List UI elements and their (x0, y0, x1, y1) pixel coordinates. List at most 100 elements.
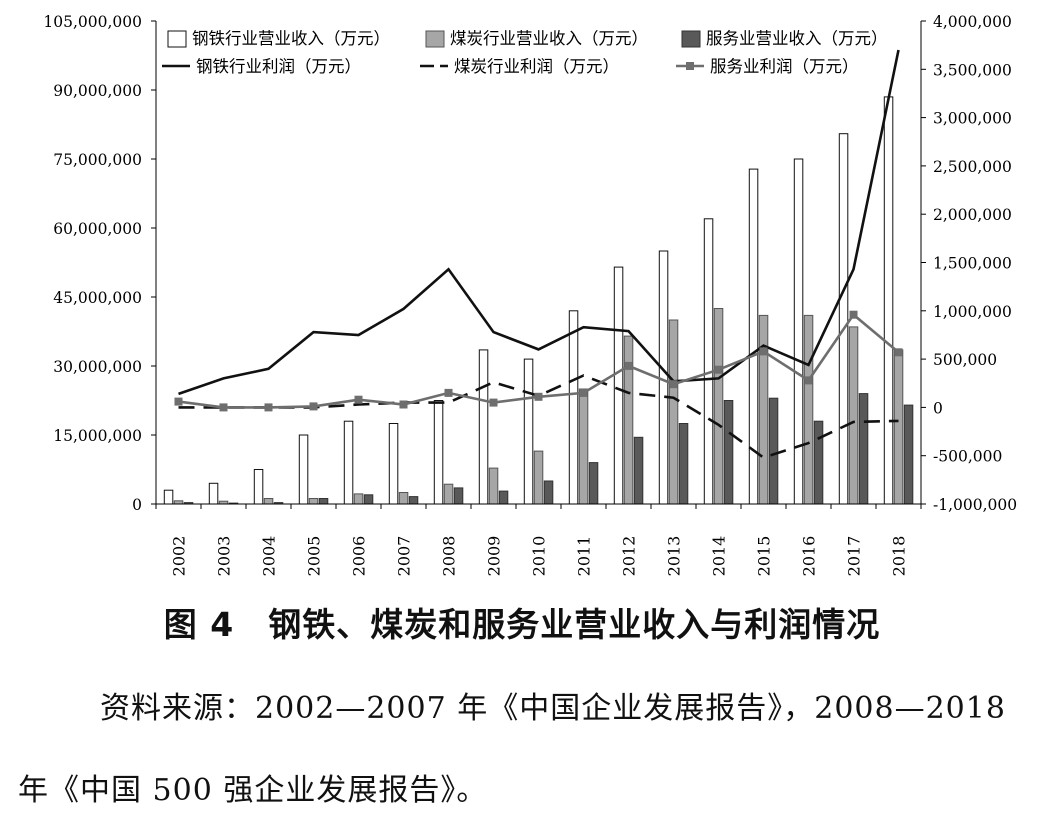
bar-3-2017 (858, 393, 869, 505)
y-tick-label-left: 60,000,000 (53, 220, 142, 238)
bar-3-2014 (723, 400, 734, 505)
y-tick-label-right: 3,500,000 (933, 61, 1012, 79)
bar-1-2006 (343, 420, 354, 505)
bar-1-2002 (163, 489, 174, 505)
bar-3-2011 (588, 462, 599, 505)
bar-3-2015 (768, 397, 779, 505)
line-marker-2006 (354, 395, 363, 404)
x-tick-label: 2018 (890, 536, 909, 577)
line-marker-2014 (714, 365, 723, 374)
x-tick-label: 2015 (755, 536, 774, 577)
x-tick-label: 2013 (665, 536, 684, 577)
legend-label-line-2: 煤炭行业利润（万元） (454, 57, 619, 76)
y-tick-label-left: 0 (132, 496, 142, 514)
y-tick-label-right: 1,500,000 (933, 255, 1012, 273)
bars-layer (163, 96, 914, 505)
legend-label-line-1: 钢铁行业利润（万元） (196, 57, 361, 76)
bar-3-2016 (813, 420, 824, 505)
x-tick-label: 2008 (440, 536, 459, 577)
bar-3-2013 (678, 423, 689, 505)
x-tick-label: 2011 (575, 536, 594, 577)
bar-1-2013 (658, 250, 669, 505)
bar-3-2006 (363, 494, 374, 505)
y-tick-label-right: -1,000,000 (933, 496, 1017, 514)
line-marker-2008 (444, 388, 453, 397)
y-tick-label-left: 30,000,000 (53, 358, 142, 376)
y-tick-label-right: 2,000,000 (933, 206, 1012, 224)
line-marker-2017 (849, 310, 858, 319)
bar-2-2008 (443, 483, 454, 505)
bar-2-2012 (623, 335, 634, 505)
bar-3-2007 (408, 496, 419, 505)
x-tick-label: 2003 (215, 536, 234, 577)
y-tick-label-left: 105,000,000 (43, 13, 142, 31)
line-marker-2007 (399, 400, 408, 409)
y-tick-label-left: 15,000,000 (53, 427, 142, 445)
chart: 0 15,000,000 30,000,000 45,000,000 60,000,00… (43, 13, 1017, 576)
y-tick-label-right: 500,000 (933, 351, 997, 369)
bar-3-2010 (543, 480, 554, 505)
y-tick-label-left: 75,000,000 (53, 151, 142, 169)
legend-label-1: 钢铁行业营业收入（万元） (192, 29, 390, 48)
x-tick-label: 2004 (260, 536, 279, 577)
bar-1-2017 (838, 133, 849, 505)
bar-1-2014 (703, 218, 714, 505)
figure-caption: 图 4 钢铁、煤炭和服务业营业收入与利润情况 (163, 605, 881, 644)
bar-1-2008 (433, 400, 444, 505)
y-tick-label-right: 3,000,000 (933, 110, 1012, 128)
bar-3-2009 (498, 490, 509, 505)
bar-2-2009 (488, 467, 499, 505)
bar-3-2008 (453, 487, 464, 505)
bar-2-2007 (398, 492, 409, 505)
bar-1-2007 (388, 423, 399, 505)
line-marker-2003 (219, 403, 228, 412)
bar-2-2013 (668, 319, 679, 505)
bar-1-2016 (793, 158, 804, 505)
bar-1-2010 (523, 358, 534, 505)
y-tick-label-right: 2,500,000 (933, 158, 1012, 176)
bar-3-2012 (633, 436, 644, 505)
line-marker-2002 (174, 397, 183, 406)
legend: 钢铁行业营业收入（万元） 煤炭行业营业收入（万元） 服务业营业收入（万元） 钢铁行业利… (162, 29, 888, 76)
source-note: 资料来源：2002—2007 年《中国企业发展报告》，2008—2018 年《中… (18, 691, 1006, 808)
bar-1-2018 (883, 96, 894, 505)
x-tick-label: 2017 (845, 536, 864, 577)
line-marker-2016 (804, 376, 813, 385)
legend-label-3: 服务业营业收入（万元） (706, 29, 888, 48)
line-marker-2013 (669, 380, 678, 389)
line-marker-2012 (624, 361, 633, 370)
line-series-1 (178, 49, 900, 396)
bar-1-2003 (208, 482, 219, 505)
x-tick-label: 2010 (530, 536, 549, 577)
bar-3-2005 (318, 498, 329, 505)
bar-2-2014 (713, 308, 724, 505)
line-marker-2018 (894, 348, 903, 357)
line-marker-2015 (759, 347, 768, 356)
bar-1-2012 (613, 266, 624, 505)
legend-swatch-2 (425, 30, 445, 48)
x-tick-label: 2006 (350, 536, 369, 577)
bar-2-2015 (758, 314, 769, 505)
y-tick-label-left: 45,000,000 (53, 289, 142, 307)
axes-layer: 0 15,000,000 30,000,000 45,000,000 60,000,00… (43, 13, 1017, 576)
bar-2-2018 (893, 349, 904, 505)
line-marker-2010 (534, 392, 543, 401)
x-tick-label: 2012 (620, 536, 639, 577)
bar-2-2004 (263, 498, 274, 505)
bar-2-2016 (803, 314, 814, 505)
y-tick-label-right: 1,000,000 (933, 303, 1012, 321)
y-tick-label-right: 4,000,000 (933, 13, 1012, 31)
bar-1-2011 (568, 310, 579, 505)
y-tick-label-right: 0 (933, 399, 943, 417)
bar-1-2009 (478, 349, 489, 505)
legend-label-2: 煤炭行业营业收入（万元） (450, 29, 648, 48)
line-marker-2011 (579, 388, 588, 397)
x-tick-label: 2014 (710, 536, 729, 577)
line-marker-2009 (489, 398, 498, 407)
bar-2-2006 (353, 493, 364, 505)
bar-1-2005 (298, 434, 309, 505)
line-marker-2004 (264, 403, 273, 412)
bar-2-2010 (533, 450, 544, 505)
bar-1-2004 (253, 469, 264, 505)
legend-swatch-1 (167, 30, 187, 48)
